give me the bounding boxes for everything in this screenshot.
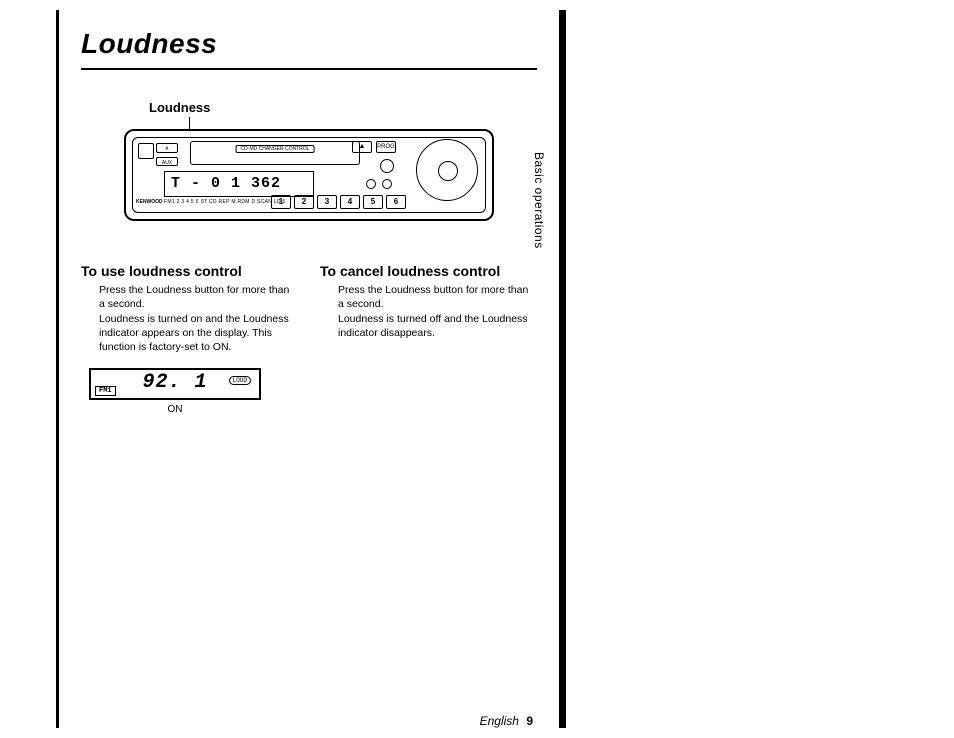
body-columns: To use loudness control Press the Loudne… <box>81 263 537 415</box>
footer-language: English <box>480 714 519 728</box>
manual-page: Loudness Loudness ∧ AUX CD·MD CHANGER CO… <box>56 10 566 728</box>
right-column: To cancel loudness control Press the Lou… <box>320 263 537 415</box>
page-footer: English 9 <box>59 714 559 728</box>
left-p1: Press the Loudness button for more than … <box>99 283 298 311</box>
example-lcd-band: FM1 <box>95 386 116 396</box>
power-button-icon <box>138 143 154 159</box>
right-p2: Loudness is turned off and the Loudness … <box>338 312 537 340</box>
aux-button: AUX <box>156 157 178 166</box>
section-tab-marker <box>559 128 566 182</box>
cassette-slot-label: CD·MD CHANGER CONTROL <box>236 145 315 153</box>
callout-label: Loudness <box>149 100 537 115</box>
loudness-up-button: ∧ <box>156 143 178 153</box>
callout-leader-line <box>189 117 190 129</box>
preset-button: 2 <box>294 195 314 209</box>
title-block: Loudness <box>81 28 537 70</box>
left-body: Press the Loudness button for more than … <box>81 283 298 355</box>
small-round-button-1 <box>366 179 376 189</box>
volume-dial-icon <box>416 139 478 201</box>
footer-page-number: 9 <box>526 714 533 728</box>
preset-button: 6 <box>386 195 406 209</box>
eject-button-icon <box>352 141 372 153</box>
radio-faceplate-illustration: ∧ AUX CD·MD CHANGER CONTROL PROG T - 0 1… <box>124 129 494 221</box>
right-heading: To cancel loudness control <box>320 263 537 281</box>
example-lcd-state: ON <box>81 404 269 415</box>
preset-button: 1 <box>271 195 291 209</box>
small-round-button-2 <box>382 179 392 189</box>
right-body: Press the Loudness button for more than … <box>320 283 537 341</box>
prog-button: PROG <box>376 141 396 153</box>
preset-row: 1 2 3 4 5 6 <box>271 195 406 209</box>
radio-lcd-main: T - 0 1 362 <box>164 171 314 197</box>
preset-button: 5 <box>363 195 383 209</box>
page-title: Loudness <box>81 28 537 70</box>
example-lcd: FM1 92. 1 LOUD <box>89 368 261 400</box>
preset-button: 3 <box>317 195 337 209</box>
example-lcd-loud-tag: LOUD <box>229 376 251 385</box>
cassette-slot: CD·MD CHANGER CONTROL <box>190 141 360 165</box>
right-p1: Press the Loudness button for more than … <box>338 283 537 311</box>
left-p2: Loudness is turned on and the Loudness i… <box>99 312 298 355</box>
radio-brand: KENWOOD <box>136 199 163 205</box>
src-button-icon <box>380 159 394 173</box>
left-column: To use loudness control Press the Loudne… <box>81 263 298 415</box>
section-tab-label: Basic operations <box>532 152 546 249</box>
left-heading: To use loudness control <box>81 263 298 281</box>
preset-button: 4 <box>340 195 360 209</box>
